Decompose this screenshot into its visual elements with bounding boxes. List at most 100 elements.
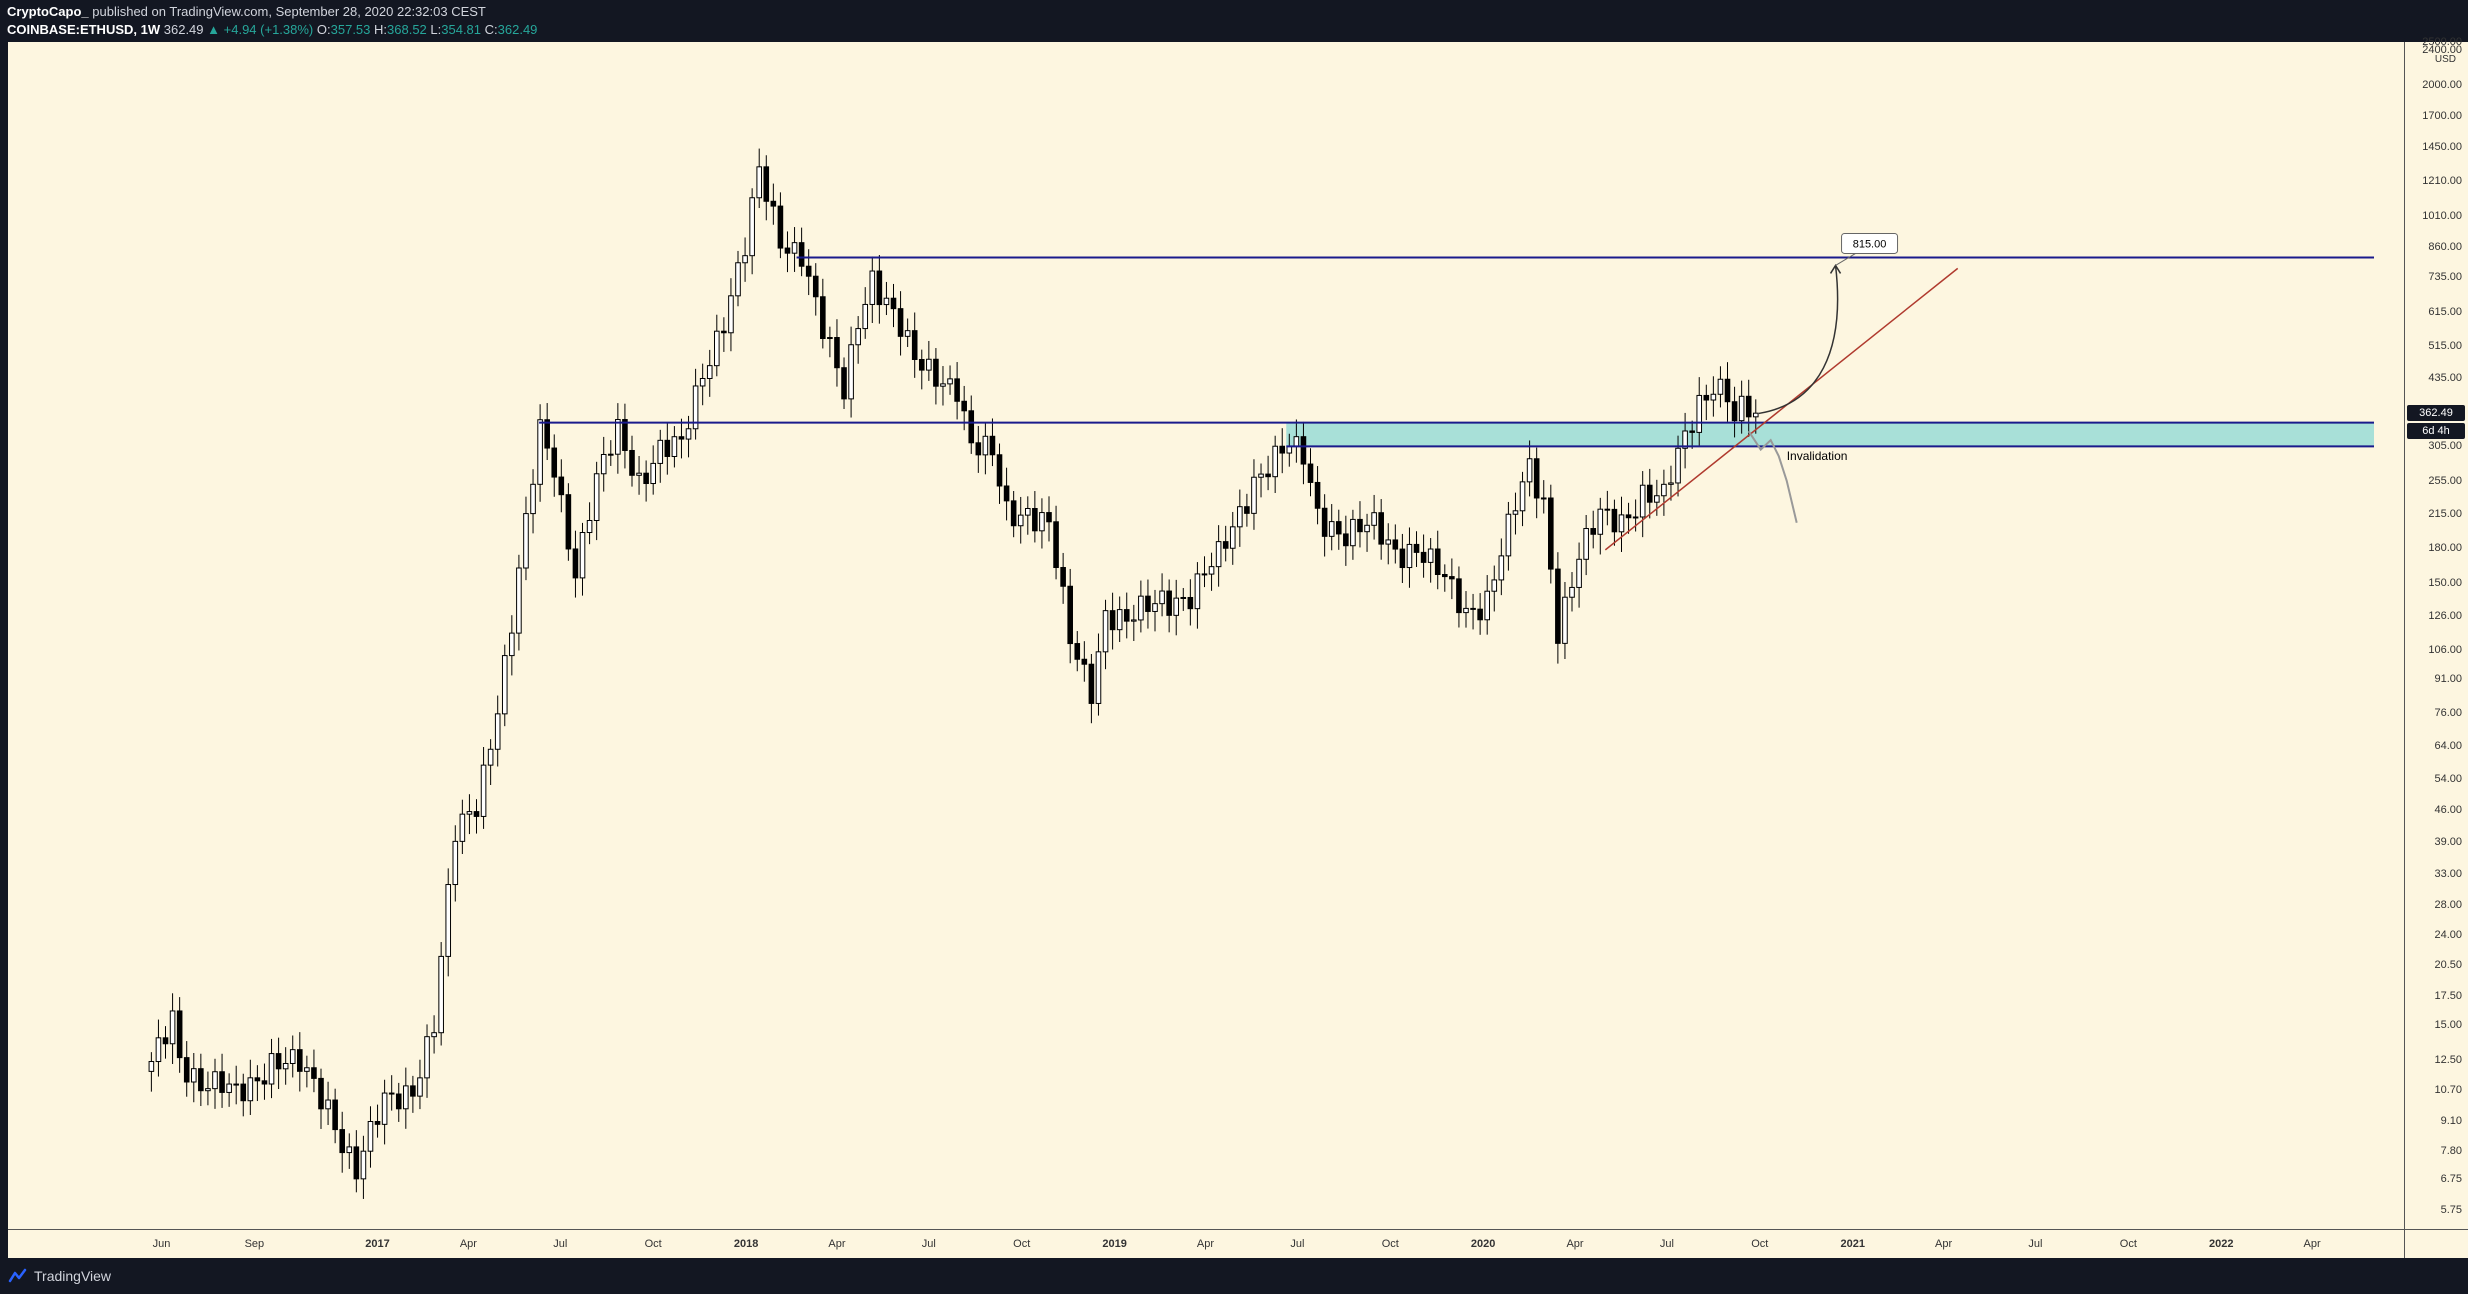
candle-body (1074, 643, 1081, 660)
candle-body (1017, 514, 1024, 527)
candle-body (911, 330, 918, 360)
candle-body (346, 1146, 353, 1154)
candle-body (721, 330, 727, 334)
candle-body (1583, 528, 1589, 560)
candle-body (1060, 567, 1066, 587)
candle-body (1703, 394, 1710, 401)
trend-line (1604, 267, 1959, 551)
candle-body (1413, 543, 1420, 553)
symbol-line: COINBASE:ETHUSD, 1W 362.49 ▲ +4.94 (+1.3… (7, 22, 537, 37)
candle-body (961, 400, 967, 412)
tradingview-brand[interactable]: TradingView (34, 1268, 112, 1284)
candle-body (742, 255, 748, 264)
time-tick: Oct (1013, 1238, 1031, 1250)
candle-body (388, 1092, 395, 1095)
tradingview-logo-icon[interactable] (8, 1268, 28, 1284)
high-value: 368.52 (387, 22, 427, 37)
candle-body (876, 270, 883, 306)
candle-body (1399, 548, 1406, 569)
candle-body (233, 1083, 239, 1086)
candle-body (219, 1071, 225, 1093)
price-tick: 255.00 (2428, 474, 2462, 487)
candle-body (1646, 484, 1653, 503)
target-label: 815.00 (1853, 238, 1887, 250)
candle-body (1024, 508, 1031, 516)
candle-body (1632, 516, 1639, 519)
candle-body (770, 200, 777, 207)
candle-body (1109, 610, 1116, 631)
price-tick: 76.00 (2434, 707, 2462, 720)
candle-body (1138, 595, 1144, 621)
candle-body (1745, 395, 1752, 418)
candle-body (798, 242, 805, 267)
price-tick: 33.00 (2434, 867, 2462, 880)
candle-body (784, 247, 791, 254)
candle-body (289, 1049, 296, 1064)
candle-body (494, 713, 501, 750)
candle-body (1314, 481, 1321, 509)
time-tick: Apr (2303, 1238, 2321, 1250)
candle-body (226, 1083, 232, 1093)
candle-body (176, 1010, 183, 1059)
candlestick-chart[interactable]: 815.00 Invalidation (8, 42, 2404, 1229)
candle-body (1088, 663, 1095, 704)
candle-body (1145, 595, 1151, 612)
candle-body (1590, 528, 1597, 535)
support-zone-layer (1286, 422, 2374, 447)
chart-pane[interactable]: 815.00 Invalidation (8, 42, 2404, 1229)
candle-body (212, 1071, 218, 1090)
left-frame (0, 42, 8, 1258)
candle-body (1441, 574, 1448, 578)
candle-body (1343, 533, 1349, 547)
price-tick: 15.00 (2434, 1019, 2462, 1032)
time-tick: 2020 (1470, 1238, 1496, 1250)
support-zone (1286, 422, 2374, 447)
candle-body (1371, 512, 1377, 526)
candle-body (487, 748, 494, 766)
candle-body (763, 166, 770, 202)
candle-body (1328, 521, 1335, 537)
candle-body (820, 296, 826, 340)
candle-body (417, 1077, 423, 1097)
candle-body (551, 447, 558, 478)
candle-body (1668, 482, 1674, 485)
candle-body (431, 1032, 437, 1038)
candle-body (1378, 512, 1384, 545)
candle-body (1618, 514, 1625, 533)
time-axis[interactable]: Jun Sep 2017 Apr Jul Oct 2018 Apr Jul Oct 2019 Apr J… (8, 1229, 2404, 1258)
price-axis[interactable]: USD 2500.00 2400.00 2000.00 1700.00 1450.00 1… (2404, 36, 2468, 1229)
levels-layer (539, 256, 2374, 551)
time-tick: Jul (2028, 1238, 2043, 1250)
publication-line: CryptoCapo_ published on TradingView.com… (7, 4, 486, 19)
candle-body (600, 453, 607, 475)
target-label-box (1841, 232, 1899, 254)
candle-body (1081, 658, 1088, 665)
candle-body (1229, 526, 1236, 549)
candle-body (622, 419, 628, 451)
candle-body (1350, 518, 1356, 547)
currency-label: USD (2434, 54, 2456, 65)
candle-body (247, 1077, 254, 1102)
candle-body (699, 377, 706, 387)
candle-body (410, 1085, 416, 1097)
candle-body (897, 308, 904, 337)
candle-body (1562, 596, 1568, 644)
candle-body (1477, 608, 1483, 621)
candle-body (162, 1037, 169, 1045)
time-tick: Oct (1381, 1238, 1399, 1250)
candle-body (530, 483, 536, 515)
candle-body (777, 205, 784, 249)
time-tick: Jul (553, 1238, 568, 1250)
candle-body (862, 303, 869, 330)
price-tick: 615.00 (2428, 305, 2462, 318)
price-tick: 12.50 (2434, 1054, 2462, 1067)
price-tick: 435.00 (2428, 372, 2462, 385)
candle-body (1533, 458, 1540, 499)
candle-body (1364, 524, 1370, 533)
candle-body (1406, 543, 1413, 569)
candle-body (1215, 541, 1222, 568)
candle-body (1357, 518, 1363, 533)
time-tick: Sep (244, 1238, 265, 1250)
candle-body (1682, 430, 1688, 449)
author-name[interactable]: CryptoCapo_ (7, 4, 89, 19)
